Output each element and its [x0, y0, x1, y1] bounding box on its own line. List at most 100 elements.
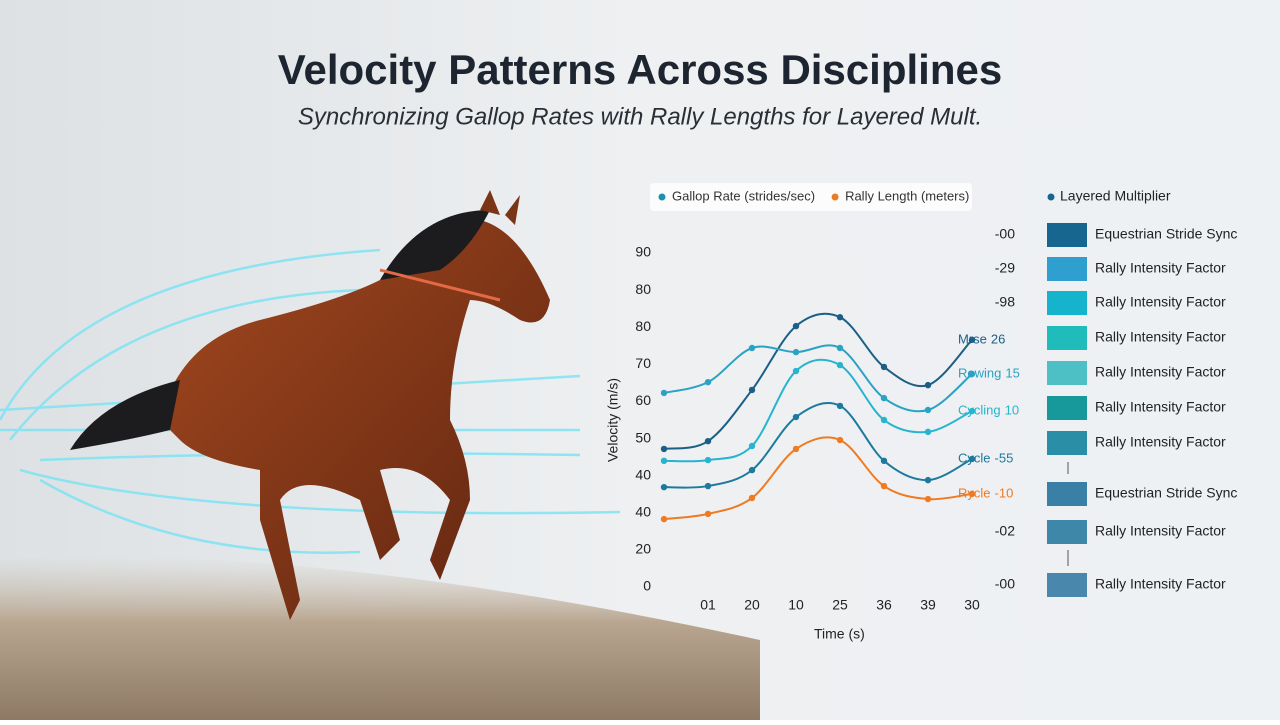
panel-item-label: Rally Intensity Factor — [1095, 434, 1226, 450]
panel-item-label: Rally Intensity Factor — [1095, 364, 1226, 380]
data-point — [660, 389, 668, 397]
data-point — [880, 457, 888, 465]
data-point — [836, 314, 844, 321]
data-point — [660, 515, 668, 523]
legend-dot — [831, 193, 839, 201]
ground — [0, 556, 760, 720]
panel-note: -98 — [995, 294, 1015, 310]
series-tag: 26 — [991, 331, 1005, 346]
panel-item-label: Equestrian Stride Sync — [1095, 226, 1237, 242]
legend-label: Rally Length (meters) — [845, 188, 969, 203]
data-point — [704, 482, 712, 490]
y-tick-label: 90 — [635, 244, 651, 260]
swatch — [1047, 326, 1087, 350]
x-tick-label: 20 — [744, 597, 760, 613]
series-tag: -55 — [995, 450, 1014, 465]
y-axis-label: Velocity (m/s) — [605, 378, 621, 462]
x-axis-label: Time (s) — [814, 626, 865, 642]
data-point — [924, 406, 932, 414]
data-point — [660, 445, 668, 453]
swatch — [1047, 431, 1087, 455]
x-tick-label: 36 — [876, 597, 892, 613]
panel-note: -02 — [995, 523, 1015, 539]
series-line — [663, 436, 973, 521]
data-point — [836, 344, 844, 352]
y-tick-label: 80 — [635, 318, 651, 334]
data-point — [880, 363, 888, 371]
series-line — [663, 402, 973, 489]
swatch — [1047, 291, 1087, 315]
data-point — [968, 455, 976, 463]
y-tick-label: 0 — [643, 578, 651, 594]
data-point — [660, 457, 668, 465]
series-tag: -10 — [995, 485, 1014, 500]
data-point — [704, 510, 712, 518]
series-line — [663, 344, 973, 413]
panel-note: -29 — [995, 260, 1015, 276]
data-point — [704, 456, 712, 464]
y-tick-label: 20 — [635, 541, 651, 557]
panel-item-label: Rally Intensity Factor — [1095, 329, 1226, 345]
data-point — [748, 386, 756, 394]
panel-item-label: Equestrian Stride Sync — [1095, 485, 1237, 501]
data-point — [792, 413, 800, 421]
y-tick-label: 40 — [635, 503, 651, 519]
data-point — [880, 394, 888, 402]
series-tag: 15 — [1005, 365, 1019, 380]
data-point — [792, 322, 800, 330]
data-point — [704, 437, 712, 445]
y-tick-label: 50 — [635, 429, 651, 445]
data-point — [704, 378, 712, 386]
data-point — [836, 436, 844, 444]
panel-item-label: Rally Intensity Factor — [1095, 294, 1226, 310]
x-tick-label: 30 — [964, 597, 980, 613]
legend-label: Gallop Rate (strides/sec) — [672, 188, 815, 203]
swatch — [1047, 520, 1087, 544]
data-point — [748, 344, 756, 352]
data-point — [924, 495, 932, 503]
series-label: Mrse — [958, 331, 987, 346]
panel-note: -00 — [995, 226, 1015, 242]
panel-item-label: Rally Intensity Factor — [1095, 399, 1226, 415]
swatch — [1047, 361, 1087, 385]
data-point — [968, 490, 976, 498]
y-tick-label: 60 — [635, 392, 651, 408]
data-point — [792, 445, 800, 453]
panel-note: -00 — [995, 576, 1015, 592]
y-tick-label: 70 — [635, 355, 651, 371]
panel-item-label: Rally Intensity Factor — [1095, 576, 1226, 592]
series-label: Rycle — [958, 485, 991, 500]
horse — [70, 190, 550, 620]
series-line — [663, 358, 973, 463]
y-tick-label: 40 — [635, 466, 651, 482]
legend-box — [650, 183, 972, 211]
series-tag: 10 — [1005, 403, 1019, 418]
panel-title: Layered Multiplier — [1060, 188, 1171, 204]
data-point — [880, 482, 888, 490]
swatch — [1047, 257, 1087, 281]
swatch — [1047, 223, 1087, 247]
legend-dot — [658, 193, 666, 201]
data-point — [968, 336, 976, 344]
data-point — [836, 361, 844, 369]
data-point — [924, 476, 932, 484]
data-point — [792, 367, 800, 375]
panel-item-label: Rally Intensity Factor — [1095, 523, 1226, 539]
data-point — [968, 407, 976, 415]
data-point — [748, 442, 756, 450]
series-label: Cycling — [958, 403, 1001, 418]
subtitle: Synchronizing Gallop Rates with Rally Le… — [298, 103, 982, 130]
x-tick-label: 39 — [920, 597, 936, 613]
x-tick-label: 01 — [700, 597, 716, 613]
data-point — [924, 381, 932, 389]
data-point — [880, 416, 888, 424]
panel-title-dot — [1047, 193, 1055, 201]
title: Velocity Patterns Across Disciplines — [278, 46, 1002, 93]
series-label: Cycle — [958, 450, 991, 465]
swatch — [1047, 573, 1087, 597]
series-label: Rowing — [958, 365, 1001, 380]
data-point — [792, 348, 800, 356]
data-point — [748, 494, 756, 502]
panel-item-label: Rally Intensity Factor — [1095, 260, 1226, 276]
